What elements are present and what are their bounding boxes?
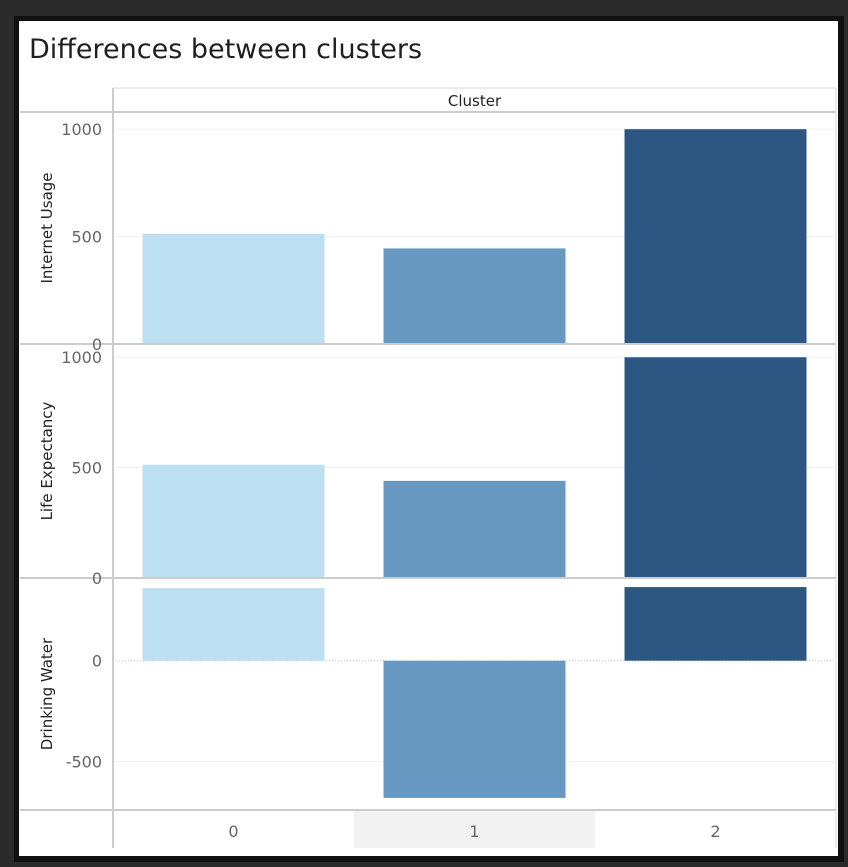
bar-life-expectancy-cluster-0[interactable] [142, 464, 325, 578]
y-tick-label: 0 [92, 569, 102, 588]
row-label: Life Expectancy [38, 401, 56, 520]
y-tick-label: 500 [71, 459, 102, 478]
y-tick-label: 1000 [61, 120, 102, 139]
bar-life-expectancy-cluster-1[interactable] [383, 480, 566, 578]
row-label: Drinking Water [38, 637, 56, 750]
bar-drinking-water-cluster-2[interactable] [624, 587, 807, 661]
y-tick-label: -500 [66, 753, 102, 772]
column-header-label: Cluster [448, 92, 502, 110]
chart-title: Differences between clusters [29, 34, 423, 65]
y-tick-label: 0 [92, 652, 102, 671]
bar-drinking-water-cluster-1[interactable] [383, 660, 566, 798]
row-label: Internet Usage [38, 172, 56, 283]
x-category-label: 2 [710, 822, 720, 841]
x-category-label: 1 [469, 822, 479, 841]
selected-category-highlight [354, 811, 595, 848]
bar-internet-usage-cluster-0[interactable] [142, 233, 325, 344]
y-tick-label: 0 [92, 335, 102, 354]
bar-drinking-water-cluster-0[interactable] [142, 588, 325, 661]
x-category-label: 0 [228, 822, 238, 841]
bar-internet-usage-cluster-2[interactable] [624, 129, 807, 344]
bar-life-expectancy-cluster-2[interactable] [624, 357, 807, 578]
y-tick-label: 1000 [61, 348, 102, 367]
bar-internet-usage-cluster-1[interactable] [383, 248, 566, 344]
y-tick-label: 500 [71, 228, 102, 247]
